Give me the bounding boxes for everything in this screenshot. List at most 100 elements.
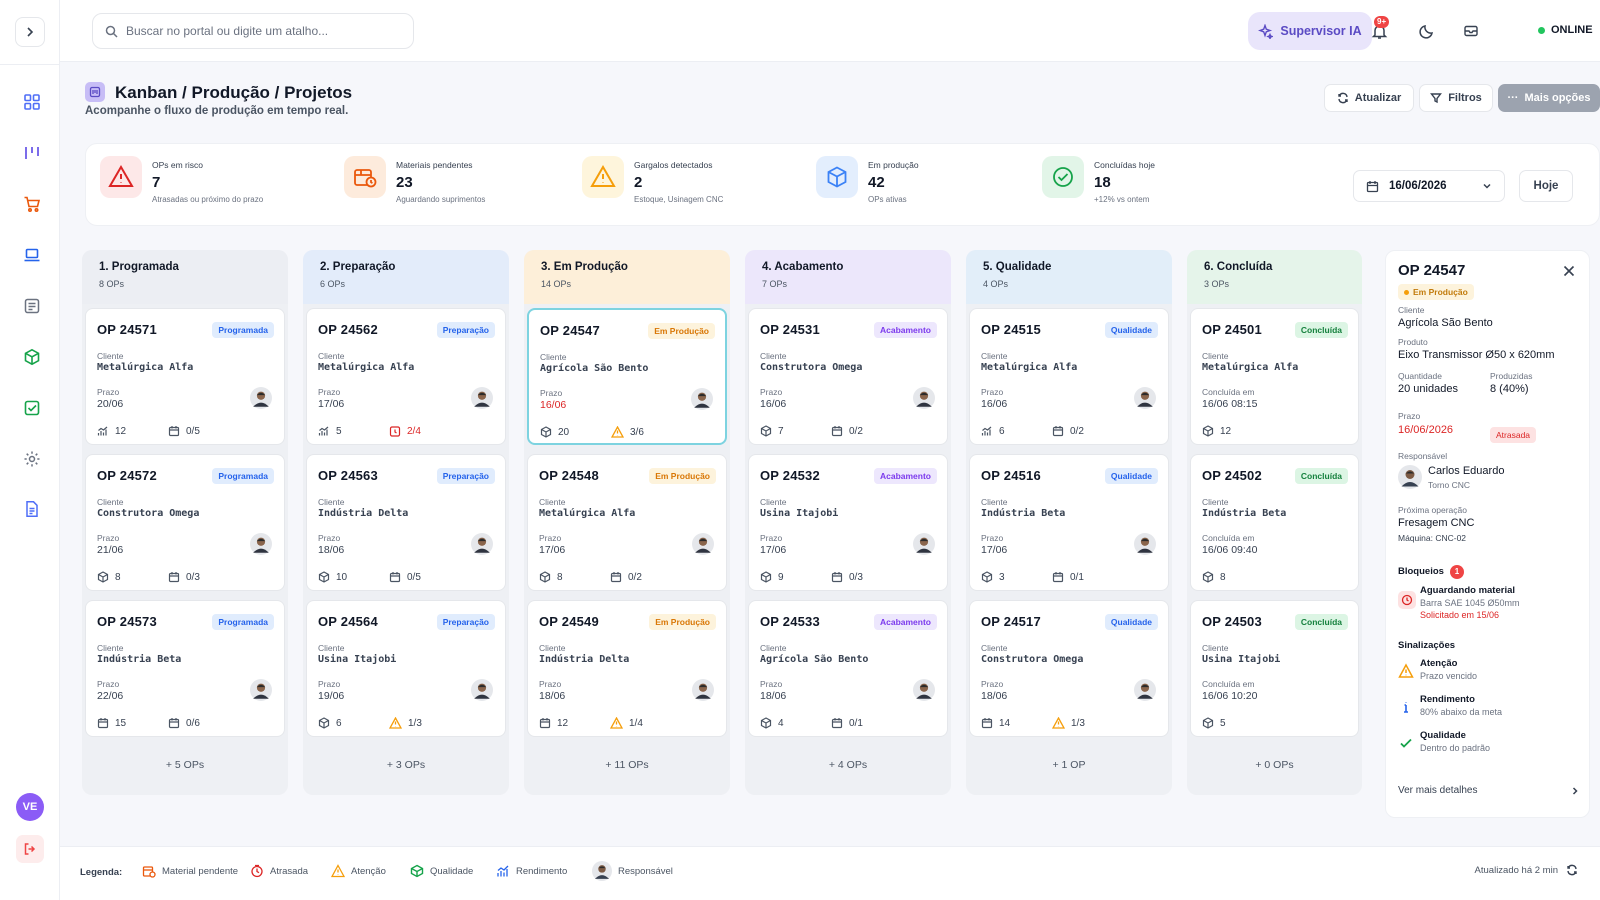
kpi-completed-today[interactable]: Concluídas hoje 18 +12% vs ontem	[1034, 144, 1264, 227]
op-card[interactable]: OP 24549 Em Produção Cliente Indústria D…	[527, 600, 727, 737]
op-card[interactable]: OP 24502 Concluída Cliente Indústria Bet…	[1190, 454, 1359, 591]
op-card[interactable]: OP 24515 Qualidade Cliente Metalúrgica A…	[969, 308, 1169, 445]
op-card[interactable]: OP 24517 Qualidade Cliente Construtora O…	[969, 600, 1169, 737]
op-card[interactable]: OP 24573 Programada Cliente Indústria Be…	[85, 600, 285, 737]
more-ops-link[interactable]: + 4 OPs	[828, 759, 868, 771]
more-options-button[interactable]: ··· Mais opções	[1498, 84, 1600, 112]
responsible-avatar[interactable]	[471, 679, 493, 701]
sidebar-item-cart[interactable]	[20, 192, 44, 216]
calendar-icon	[981, 717, 993, 729]
sidebar-item-products[interactable]	[20, 345, 44, 369]
user-avatar[interactable]: VE	[16, 793, 44, 821]
detail-product-label: Produto	[1398, 337, 1428, 347]
responsible-avatar[interactable]	[913, 679, 935, 701]
supervisor-ia-button[interactable]: Supervisor IA	[1248, 12, 1372, 50]
search-box[interactable]	[92, 13, 414, 49]
op-card[interactable]: OP 24501 Concluída Cliente Metalúrgica A…	[1190, 308, 1359, 445]
op-card[interactable]: OP 24564 Preparação Cliente Usina Itajob…	[306, 600, 506, 737]
blocks-title: Bloqueios	[1398, 566, 1444, 577]
client-name: Metalúrgica Alfa	[539, 508, 636, 519]
more-ops-link[interactable]: + 5 OPs	[165, 759, 205, 771]
kpi-in-production[interactable]: Em produção 42 OPs ativas	[808, 144, 1038, 227]
card-metric: 6	[318, 717, 342, 729]
sidebar-toggle-button[interactable]	[15, 17, 45, 47]
today-button[interactable]: Hoje	[1519, 170, 1573, 202]
client-name: Construtora Omega	[760, 362, 863, 373]
more-details-link[interactable]: Ver mais detalhes	[1398, 785, 1580, 796]
responsible-avatar[interactable]	[1134, 533, 1156, 555]
search-input[interactable]	[126, 24, 396, 38]
notifications-button[interactable]: 9+	[1367, 16, 1391, 43]
date-selector[interactable]: 16/06/2026	[1353, 170, 1505, 202]
op-card[interactable]: OP 24547 Em Produção Cliente Agrícola Sã…	[527, 308, 727, 445]
signals-title: Sinalizações	[1398, 640, 1456, 651]
responsible-avatar[interactable]	[913, 387, 935, 409]
reports-icon	[24, 298, 40, 314]
more-ops-link[interactable]: + 3 OPs	[386, 759, 426, 771]
close-detail-button[interactable]	[1561, 263, 1577, 279]
sidebar-item-checklist[interactable]	[20, 396, 44, 420]
op-card[interactable]: OP 24516 Qualidade Cliente Indústria Bet…	[969, 454, 1169, 591]
client-name: Usina Itajobi	[318, 654, 397, 665]
chevron-right-icon	[27, 27, 34, 37]
legend-label: Qualidade	[430, 865, 474, 877]
document-icon	[26, 501, 38, 517]
op-card[interactable]: OP 24572 Programada Cliente Construtora …	[85, 454, 285, 591]
column-header[interactable]: 2. Preparação 6 OPs	[303, 250, 509, 304]
sidebar-item-settings[interactable]	[20, 447, 44, 471]
sidebar-item-devices[interactable]	[20, 243, 44, 267]
more-ops-link[interactable]: + 0 OPs	[1255, 759, 1294, 771]
legend-item: Material pendente	[142, 864, 238, 878]
sidebar-item-documents[interactable]	[20, 497, 44, 521]
client-label: Cliente	[97, 643, 124, 653]
column-header[interactable]: 3. Em Produção 14 OPs	[524, 250, 730, 304]
op-card[interactable]: OP 24548 Em Produção Cliente Metalúrgica…	[527, 454, 727, 591]
op-card[interactable]: OP 24571 Programada Cliente Metalúrgica …	[85, 308, 285, 445]
date-value: 17/06	[318, 398, 345, 410]
column-header[interactable]: 6. Concluída 3 OPs	[1187, 250, 1362, 304]
op-card[interactable]: OP 24562 Preparação Cliente Metalúrgica …	[306, 308, 506, 445]
column-header[interactable]: 1. Programada 8 OPs	[82, 250, 288, 304]
responsible-avatar[interactable]	[913, 533, 935, 555]
responsible-avatar[interactable]	[250, 533, 272, 555]
warning-icon	[1052, 717, 1065, 729]
metric-value: 7	[778, 425, 784, 437]
responsible-avatar[interactable]	[250, 679, 272, 701]
more-ops-link[interactable]: + 11 OPs	[605, 759, 649, 771]
logout-button[interactable]	[16, 835, 44, 863]
kanban-column: 6. Concluída 3 OPs OP 24501 Concluída Cl…	[1187, 250, 1362, 795]
op-card[interactable]: OP 24503 Concluída Cliente Usina Itajobi…	[1190, 600, 1359, 737]
warning-icon	[1398, 663, 1414, 679]
responsible-avatar[interactable]	[250, 387, 272, 409]
op-card[interactable]: OP 24532 Acabamento Cliente Usina Itajob…	[748, 454, 948, 591]
op-card[interactable]: OP 24531 Acabamento Cliente Construtora …	[748, 308, 948, 445]
kpi-materials-pending[interactable]: Materiais pendentes 23 Aguardando suprim…	[336, 144, 566, 227]
messages-button[interactable]	[1459, 19, 1483, 43]
column-title: 2. Preparação	[320, 261, 396, 273]
cube-icon	[1202, 425, 1214, 437]
responsible-avatar[interactable]	[471, 533, 493, 555]
more-ops-link[interactable]: + 1 OP	[1052, 759, 1086, 771]
op-card[interactable]: OP 24533 Acabamento Cliente Agrícola São…	[748, 600, 948, 737]
sidebar-item-kanban[interactable]	[20, 141, 44, 165]
refresh-icon[interactable]	[1566, 864, 1578, 876]
sidebar-item-dashboard[interactable]	[20, 90, 44, 114]
responsible-avatar[interactable]	[692, 533, 714, 555]
filters-button[interactable]: Filtros	[1419, 84, 1493, 112]
detail-status-label: Em Produção	[1413, 287, 1468, 297]
column-header[interactable]: 4. Acabamento 7 OPs	[745, 250, 951, 304]
responsible-avatar[interactable]	[1134, 679, 1156, 701]
responsible-avatar[interactable]	[691, 388, 713, 410]
theme-toggle-button[interactable]	[1415, 19, 1439, 43]
op-card[interactable]: OP 24563 Preparação Cliente Indústria De…	[306, 454, 506, 591]
refresh-button[interactable]: Atualizar	[1324, 84, 1414, 112]
responsible-avatar[interactable]	[692, 679, 714, 701]
kpi-label: Em produção	[868, 160, 919, 170]
kpi-ops-risk[interactable]: OPs em risco 7 Atrasadas ou próximo do p…	[92, 144, 322, 227]
column-header[interactable]: 5. Qualidade 4 OPs	[966, 250, 1172, 304]
kpi-bottlenecks[interactable]: Gargalos detectados 2 Estoque, Usinagem …	[574, 144, 804, 227]
responsible-avatar[interactable]	[1134, 387, 1156, 409]
warning-icon	[611, 426, 624, 438]
sidebar-item-reports[interactable]	[20, 294, 44, 318]
responsible-avatar[interactable]	[471, 387, 493, 409]
